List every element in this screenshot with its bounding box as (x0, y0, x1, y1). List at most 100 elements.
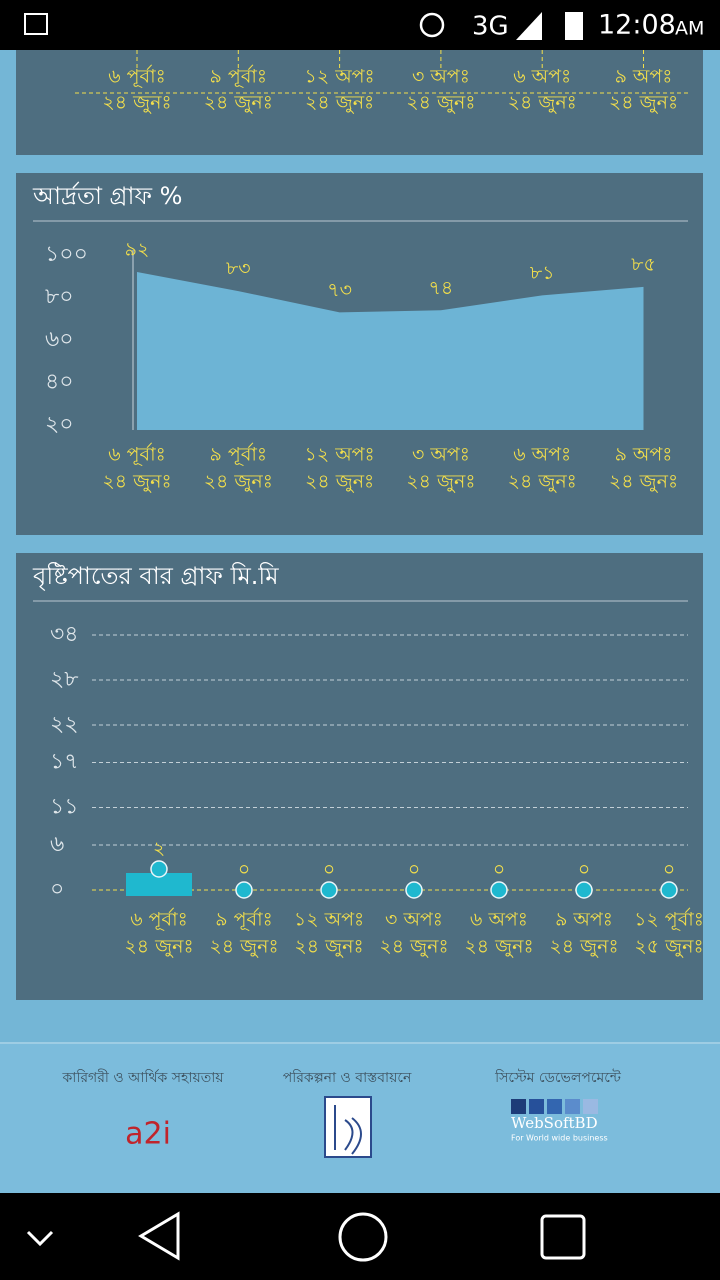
websoft-logo: WebSoftBD (511, 1114, 598, 1132)
x-tick-label: ৯ অপঃ (615, 444, 673, 466)
value-label: ০ (238, 859, 250, 881)
network-type: 3G (472, 12, 509, 42)
x-tick-date: ২৪ জুনঃ (549, 936, 618, 959)
x-tick-label: ৯ অপঃ (615, 66, 673, 88)
x-tick-date: ২৪ জুনঃ (464, 936, 533, 959)
x-tick-label: ৩ অপঃ (412, 444, 470, 466)
govt-logo-art (334, 1105, 362, 1155)
x-tick-date: ২৪ জুনঃ (124, 936, 193, 959)
top-axis: ৬ পূর্বাঃ ২৪ জুনঃ ৯ পূর্বাঃ ২৪ জুনঃ ১২ অপঃ ২৪… (102, 50, 678, 114)
x-tick-label: ৯ পূর্বাঃ (210, 65, 267, 88)
x-tick-date: ২৪ জুনঃ (508, 471, 577, 494)
value-label: ৮১ (530, 262, 555, 284)
y-tick-label: ১৭ (50, 750, 79, 775)
value-label: ৮৫ (631, 253, 656, 275)
x-tick-date: ২৪ জুনঃ (102, 92, 171, 115)
card (16, 50, 703, 155)
x-tick-label: ৬ অপঃ (513, 66, 571, 88)
home-button[interactable] (338, 1212, 388, 1262)
x-tick-label: ১২ অপঃ (304, 444, 374, 466)
point (320, 881, 338, 899)
y-tick-label: ৩৪ (50, 622, 79, 647)
value-label: ০ (408, 859, 420, 881)
recents-button[interactable] (540, 1214, 586, 1260)
x-tick-label: ৩ অপঃ (412, 66, 470, 88)
value-label: ০ (578, 859, 590, 881)
value-label: ২ (153, 838, 165, 860)
x-tick-label: ১২ অপঃ (294, 909, 364, 931)
footer-caption: সিস্টেম ডেভেলপমেন্টে (494, 1069, 622, 1086)
clock: 12:08 (598, 10, 676, 41)
back-button[interactable] (138, 1211, 180, 1261)
y-tick-label: ৪০ (45, 370, 74, 395)
y-tick-label: ৮০ (45, 285, 74, 310)
y-tick-label: ৬ (50, 832, 64, 857)
x-tick-date: ২৪ জুনঃ (204, 92, 273, 115)
value-label: ০ (493, 859, 505, 881)
chart: বৃষ্টিপাতের বার গ্রাফ মি.মি ৩৪ ২৮ ২২ ১৭ ১১ ৬ ০ ২… (32, 562, 704, 959)
x-tick-label: ৯ অপঃ (555, 909, 613, 931)
point (235, 881, 253, 899)
chart-title: বৃষ্টিপাতের বার গ্রাফ মি.মি (32, 562, 279, 591)
x-tick-label: ১২ অপঃ (304, 66, 374, 88)
y-tick-label: ৬০ (45, 327, 74, 352)
point (660, 881, 678, 899)
x-tick-date: ২৪ জুনঃ (379, 936, 448, 959)
point (405, 881, 423, 899)
bar (126, 873, 192, 896)
y-tick-label: ০ (50, 877, 64, 902)
alarm-icon (419, 12, 445, 38)
clock-meridiem: AM (675, 18, 704, 40)
x-tick-label: ৬ পূর্বাঃ (130, 908, 188, 931)
point (490, 881, 508, 899)
x-tick-date: ২৪ জুনঃ (406, 471, 475, 494)
x-tick-label: ৬ অপঃ (470, 909, 528, 931)
chart-title: আর্দ্রতা গ্রাফ % (32, 181, 182, 210)
websoft-tagline: For World wide business (511, 1134, 608, 1143)
x-tick-date: ২৪ জুনঃ (406, 92, 475, 115)
y-tick-label: ১০০ (45, 242, 88, 267)
x-tick-label: ৯ পূর্বাঃ (210, 443, 267, 466)
x-tick-date: ২৪ জুনঃ (102, 471, 171, 494)
card (16, 553, 703, 1000)
x-tick-date: ২৪ জুনঃ (204, 471, 273, 494)
x-tick-date: ২৪ জুনঃ (305, 92, 374, 115)
point (150, 860, 168, 878)
value-label: ০ (323, 859, 335, 881)
point (575, 881, 593, 899)
y-tick-label: ১১ (50, 795, 79, 820)
x-tick-date: ২৪ জুনঃ (609, 92, 678, 115)
hide-keyboard[interactable] (26, 1230, 54, 1247)
value-label: ৭৪ (429, 277, 454, 299)
x-tick-date: ২৪ জুনঃ (508, 92, 577, 115)
area (137, 272, 644, 430)
x-tick-date: ২৫ জুনঃ (634, 936, 703, 959)
x-tick-date: ২৪ জুনঃ (294, 936, 363, 959)
x-tick-label: ৯ পূর্বাঃ (215, 908, 272, 931)
x-tick-date: ২৪ জুনঃ (609, 471, 678, 494)
value-label: ৯২ (125, 239, 150, 261)
value-label: ৮৩ (226, 258, 251, 280)
value-label: ০ (663, 859, 675, 881)
nav-bar (0, 1193, 720, 1280)
a2i-logo: a2i (125, 1117, 171, 1152)
y-tick-label: ২২ (50, 712, 79, 737)
x-tick-label: ৬ পূর্বাঃ (108, 443, 166, 466)
govt-logo (324, 1096, 372, 1158)
x-tick-label: ১২ পূর্বাঃ (634, 908, 704, 931)
footer-caption: কারিগরী ও আর্থিক সহায়তায় (61, 1069, 224, 1086)
status-bar (0, 0, 720, 50)
y-tick-label: ২৮ (50, 667, 79, 692)
y-tick-label: ২০ (45, 412, 74, 437)
x-tick-label: ৩ অপঃ (385, 909, 443, 931)
x-tick-label: ৬ পূর্বাঃ (108, 65, 166, 88)
x-tick-date: ২৪ জুনঃ (209, 936, 278, 959)
chart: আর্দ্রতা গ্রাফ % ১০০ ৮০ ৬০ ৪০ ২০ ৯২ ৮৩ ৭৩ ৭৪ ৮১ ৮৫ ৬… (32, 181, 688, 493)
footer-caption: পরিকল্পনা ও বাস্তবায়নে (283, 1069, 412, 1086)
x-tick-date: ২৪ জুনঃ (305, 471, 374, 494)
signal-icon (516, 12, 542, 40)
value-label: ৭৩ (327, 279, 352, 301)
battery-icon (565, 12, 583, 40)
